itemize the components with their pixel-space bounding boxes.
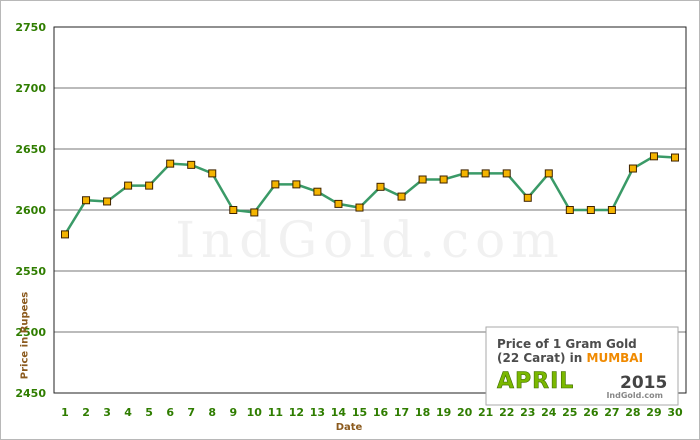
y-tick-label: 2750 — [15, 21, 46, 34]
data-point-marker — [292, 180, 301, 189]
watermark-text: IndGold.com — [175, 211, 564, 269]
data-point-marker — [229, 206, 238, 214]
x-tick-label: 29 — [646, 406, 661, 419]
x-tick-label: 26 — [583, 406, 599, 419]
inset-box — [485, 326, 679, 406]
data-point-marker — [628, 164, 637, 173]
data-point-marker — [649, 152, 658, 161]
x-tick-label: 11 — [268, 406, 283, 419]
data-point-marker — [523, 193, 532, 202]
data-point-marker — [166, 159, 175, 168]
data-point-marker — [250, 208, 259, 217]
inset-year: 2015 — [620, 373, 667, 393]
x-tick-labels: 1 2 3 4 5 6 7 8 9 10 11 12 13 14 15 16 17 18 19 20 21 22 23 24 2… — [61, 406, 683, 419]
y-tick-label: 2600 — [15, 204, 46, 217]
x-tick-label: 13 — [310, 406, 325, 419]
data-point-marker — [397, 192, 406, 201]
x-tick-label: 25 — [562, 406, 577, 419]
data-point-marker — [586, 206, 595, 214]
y-tick-label: 2500 — [15, 326, 46, 339]
data-point-marker — [187, 160, 196, 169]
info-inset: Price of 1 Gram Gold (22 Carat) in MUMBA… — [485, 326, 679, 406]
data-point-marker — [124, 181, 133, 190]
data-point-marker — [313, 187, 322, 196]
plot-area-border — [53, 26, 687, 394]
x-tick-label: 4 — [124, 406, 132, 419]
data-point-marker — [271, 180, 280, 189]
inset-brand: IndGold.com — [606, 391, 663, 400]
data-point-marker — [208, 169, 217, 178]
x-tick-label: 12 — [289, 406, 304, 419]
x-tick-label: 30 — [667, 406, 683, 419]
x-tick-label: 6 — [166, 406, 174, 419]
data-point-marker — [334, 199, 343, 208]
data-point-marker — [544, 169, 553, 178]
x-tick-label: 22 — [499, 406, 514, 419]
data-point-marker — [439, 175, 448, 184]
x-tick-label: 19 — [436, 406, 451, 419]
x-tick-label: 9 — [229, 406, 237, 419]
y-tick-labels: 2450 2500 2550 2600 2650 2700 2750 — [15, 21, 46, 400]
data-point-marker — [671, 153, 679, 162]
x-tick-label: 15 — [352, 406, 367, 419]
y-tick-label: 2700 — [15, 82, 46, 95]
x-tick-label: 8 — [208, 406, 216, 419]
data-point-marker — [418, 175, 427, 184]
inset-subtitle: (22 Carat) in MUMBAI — [497, 351, 643, 365]
x-tick-label: 7 — [187, 406, 195, 419]
data-point-marker — [502, 169, 511, 178]
data-point-marker — [460, 169, 469, 178]
x-tick-label: 5 — [145, 406, 153, 419]
x-tick-label: 17 — [394, 406, 409, 419]
inset-month: APRIL — [497, 369, 574, 394]
inset-city: MUMBAI — [587, 351, 644, 365]
x-tick-label: 27 — [604, 406, 619, 419]
data-point-marker — [607, 206, 616, 214]
data-point-marker — [376, 182, 385, 191]
x-tick-label: 23 — [520, 406, 535, 419]
y-axis-label: Price in Rupees — [19, 291, 31, 380]
x-tick-label: 18 — [415, 406, 430, 419]
data-point-marker — [565, 206, 574, 214]
x-tick-label: 2 — [82, 406, 90, 419]
inset-title: Price of 1 Gram Gold — [497, 337, 637, 351]
x-tick-label: 21 — [478, 406, 493, 419]
data-point-marker — [355, 203, 364, 212]
x-tick-label: 16 — [373, 406, 389, 419]
price-markers — [61, 152, 679, 239]
data-point-marker — [61, 230, 69, 239]
data-point-marker — [145, 181, 154, 190]
x-tick-label: 1 — [61, 406, 69, 419]
x-tick-label: 14 — [331, 406, 347, 419]
data-point-marker — [103, 197, 112, 206]
x-tick-label: 10 — [247, 406, 263, 419]
y-tick-label: 2550 — [15, 265, 46, 278]
y-tick-label: 2450 — [15, 387, 46, 400]
inset-carat: (22 Carat) in — [497, 351, 582, 365]
x-tick-label: 24 — [541, 406, 557, 419]
x-tick-label: 28 — [625, 406, 640, 419]
data-point-marker — [481, 169, 490, 178]
x-tick-label: 20 — [457, 406, 473, 419]
x-tick-label: 3 — [103, 406, 111, 419]
y-tick-label: 2650 — [15, 143, 46, 156]
data-point-marker — [82, 196, 91, 205]
x-axis-label: Date — [336, 422, 363, 433]
